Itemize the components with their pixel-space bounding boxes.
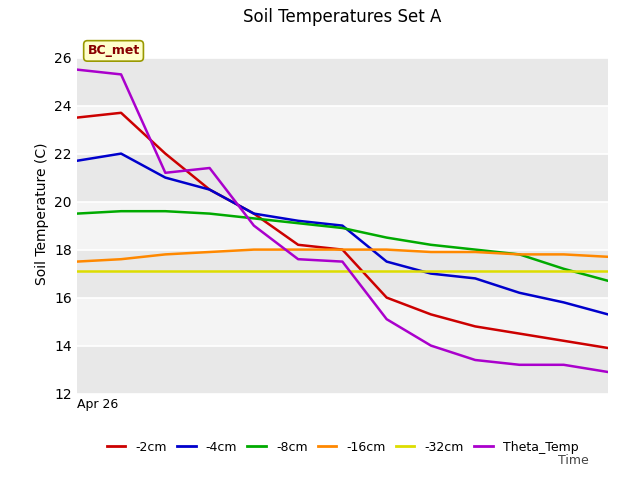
Bar bbox=[77, 154, 608, 202]
Legend: -2cm, -4cm, -8cm, -16cm, -32cm, Theta_Temp: -2cm, -4cm, -8cm, -16cm, -32cm, Theta_Te… bbox=[102, 436, 583, 459]
Bar bbox=[77, 250, 608, 298]
Text: BC_met: BC_met bbox=[88, 44, 140, 58]
Title: Soil Temperatures Set A: Soil Temperatures Set A bbox=[243, 9, 442, 26]
Bar bbox=[77, 58, 608, 106]
Bar bbox=[77, 298, 608, 346]
Text: Time: Time bbox=[558, 454, 589, 467]
Y-axis label: Soil Temperature (C): Soil Temperature (C) bbox=[35, 143, 49, 285]
Bar bbox=[77, 106, 608, 154]
Bar bbox=[77, 346, 608, 394]
Bar bbox=[77, 202, 608, 250]
